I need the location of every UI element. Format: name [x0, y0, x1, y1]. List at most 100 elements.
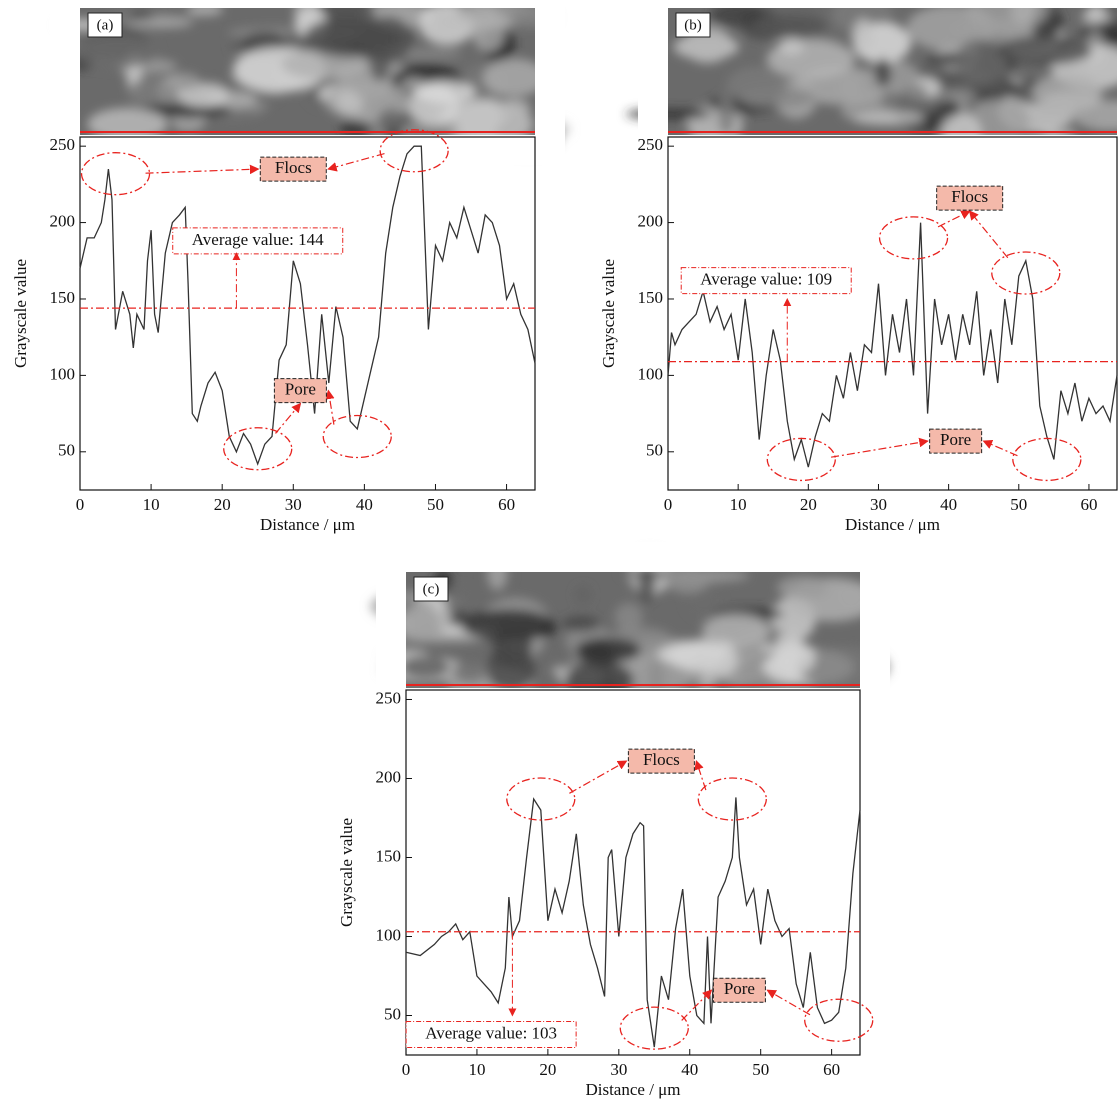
sem-patch — [842, 586, 860, 605]
flocs-arrow — [327, 153, 385, 172]
sem-patch — [751, 15, 829, 37]
pore-arrow — [681, 989, 713, 1021]
x-tick-label: 20 — [539, 1060, 556, 1079]
sem-patch — [1032, 72, 1103, 114]
x-tick-label: 50 — [1010, 495, 1027, 514]
panel-label: (b) — [684, 17, 702, 33]
flocs-box — [936, 185, 1004, 211]
flocs-ellipse — [878, 216, 949, 260]
sem-patch — [717, 92, 736, 136]
y-tick-label: 100 — [50, 364, 76, 383]
sem-patch — [304, 17, 392, 58]
sem-patch — [614, 602, 643, 631]
x-tick-label: 60 — [1080, 495, 1097, 514]
average-label-box — [405, 1020, 577, 1048]
x-tick-label: 30 — [285, 495, 302, 514]
panel-label-box — [87, 12, 123, 38]
sem-patch — [637, 564, 656, 603]
pore-arrow — [325, 389, 335, 425]
pore-ellipse — [766, 437, 836, 482]
plot-frame — [405, 689, 861, 1056]
flocs-box — [627, 748, 695, 774]
x-tick-label: 0 — [402, 1060, 411, 1079]
sem-patch — [574, 585, 592, 604]
average-label-box — [680, 267, 852, 295]
sem-clip-frame — [860, 572, 890, 688]
pore-box — [712, 977, 766, 1003]
sem-patch — [453, 659, 487, 683]
sem-clip-frame — [50, 0, 565, 8]
panel-label-box — [413, 576, 449, 602]
pore-ellipse — [804, 998, 874, 1042]
pore-box — [273, 378, 327, 404]
sem-patch — [486, 646, 536, 692]
sem-patch — [853, 110, 925, 126]
sem-patch — [726, 66, 789, 104]
y-axis-label: Grayscale value — [11, 259, 30, 368]
pore-label: Pore — [724, 979, 755, 998]
sem-patch — [710, 2, 765, 27]
x-tick-label: 40 — [681, 1060, 698, 1079]
y-tick-label: 250 — [50, 135, 76, 154]
y-tick-label: 200 — [50, 211, 76, 230]
flocs-arrow — [968, 210, 1009, 259]
sem-patch — [839, 77, 860, 98]
sem-patch — [472, 7, 506, 53]
flocs-label: Flocs — [275, 158, 312, 177]
y-tick-label: 50 — [58, 441, 75, 460]
x-axis-label: Distance / μm — [260, 515, 355, 534]
x-tick-label: 10 — [143, 495, 160, 514]
sem-patch — [702, 613, 770, 649]
sem-patch — [399, 655, 450, 679]
x-tick-label: 0 — [76, 495, 85, 514]
pore-ellipse — [223, 427, 293, 471]
sem-patch — [954, 38, 1008, 85]
x-tick-label: 20 — [800, 495, 817, 514]
pore-box — [929, 428, 983, 454]
sem-patch — [72, 33, 160, 70]
sem-clip-frame — [376, 572, 406, 688]
panel-label: (c) — [423, 581, 440, 597]
y-axis-label: Grayscale value — [337, 818, 356, 927]
sem-patch — [874, 57, 892, 88]
sem-clip-frame — [638, 8, 668, 135]
flocs-box — [259, 156, 327, 182]
y-tick-label: 50 — [646, 441, 663, 460]
x-tick-label: 50 — [752, 1060, 769, 1079]
flocs-arrow — [694, 759, 707, 791]
sem-patch — [126, 17, 193, 29]
sem-patch — [778, 37, 804, 56]
sem-patch — [551, 665, 569, 677]
x-tick-label: 30 — [610, 1060, 627, 1079]
plot-frame — [79, 136, 536, 491]
sem-patch — [996, 35, 1093, 66]
sem-clip-frame — [638, 135, 1118, 165]
average-label: Average value: 144 — [192, 230, 324, 249]
sem-patch — [852, 18, 874, 52]
x-axis-label: Distance / μm — [845, 515, 940, 534]
sem-patch — [665, 566, 710, 594]
sem-patch — [440, 586, 476, 598]
x-axis-label: Distance / μm — [585, 1080, 680, 1099]
y-tick-label: 200 — [638, 211, 664, 230]
average-label-box — [172, 227, 344, 255]
flocs-ellipse — [80, 152, 151, 196]
y-tick-label: 100 — [638, 364, 664, 383]
x-tick-label: 60 — [823, 1060, 840, 1079]
pore-label: Pore — [285, 380, 316, 399]
y-tick-label: 50 — [384, 1004, 401, 1023]
pore-arrow — [275, 402, 302, 434]
flocs-label: Flocs — [951, 187, 988, 206]
sem-patch — [696, 674, 716, 690]
sem-patch — [657, 643, 727, 666]
sem-clip-frame — [376, 688, 890, 718]
grayscale-line — [405, 797, 861, 1048]
sem-patch — [401, 78, 426, 90]
y-tick-label: 200 — [376, 767, 402, 786]
x-tick-label: 40 — [356, 495, 373, 514]
flocs-ellipse — [506, 777, 576, 821]
flocs-arrow — [937, 210, 971, 228]
flocs-ellipse — [991, 251, 1061, 295]
sem-patch — [498, 98, 531, 118]
